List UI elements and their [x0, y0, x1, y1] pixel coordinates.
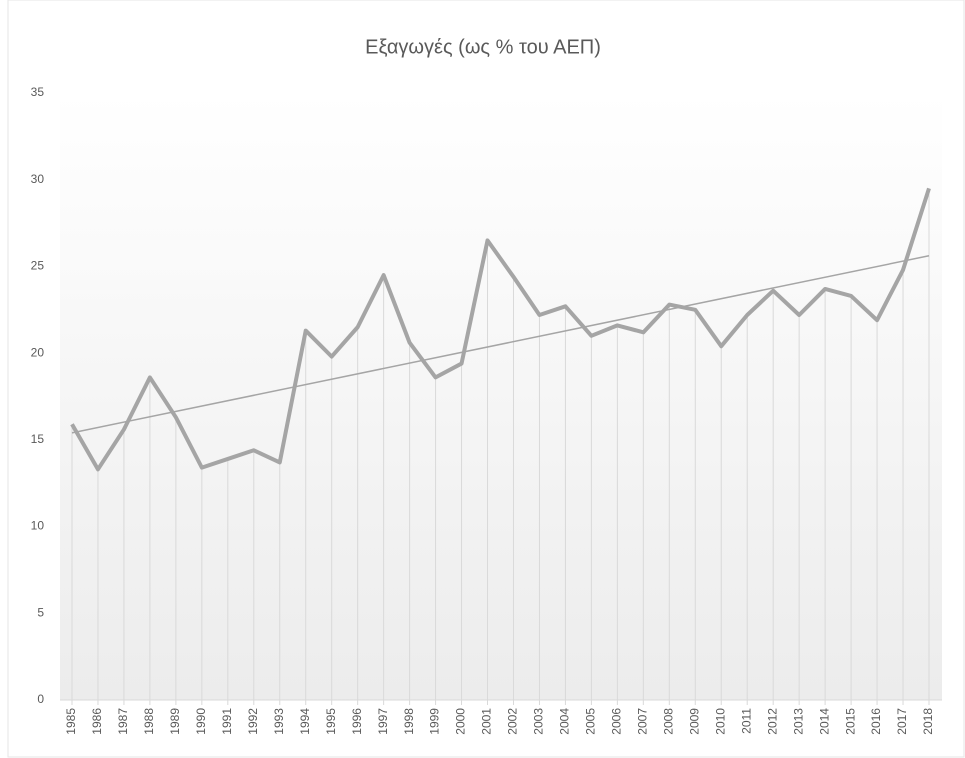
x-tick-label: 1985	[64, 708, 78, 735]
x-tick-label: 2010	[713, 708, 727, 735]
y-tick-label: 20	[31, 345, 45, 359]
x-tick-label: 2002	[506, 708, 520, 735]
x-tick-label: 1995	[324, 708, 338, 735]
x-tick-label: 1987	[116, 708, 130, 735]
x-tick-label: 2013	[791, 708, 805, 735]
plot-background	[60, 93, 942, 700]
y-tick-label: 0	[37, 692, 44, 706]
x-tick-label: 2018	[921, 708, 935, 735]
x-tick-label: 2006	[610, 708, 624, 735]
x-tick-label: 2017	[895, 708, 909, 735]
x-tick-label: 1991	[220, 708, 234, 735]
trendline	[71, 255, 930, 434]
y-tick-label: 30	[31, 172, 45, 186]
data-line	[70, 187, 931, 472]
x-tick-label: 2008	[661, 708, 675, 735]
x-tick-label: 1998	[402, 708, 416, 735]
x-tick-label: 2016	[869, 708, 883, 735]
x-tick-label: 2011	[739, 708, 753, 734]
y-tick-label: 5	[37, 605, 44, 619]
chart-title: Εξαγωγές (ως % του ΑΕΠ)	[365, 36, 601, 58]
x-tick-label: 2014	[817, 708, 831, 735]
x-tick-label: 2012	[765, 708, 779, 735]
x-tick-label: 2004	[558, 708, 572, 735]
x-tick-label: 1996	[350, 708, 364, 735]
chart-border	[7, 0, 965, 758]
y-tick-label: 35	[31, 85, 45, 99]
x-tick-label: 2007	[636, 708, 650, 735]
y-tick-label: 10	[31, 519, 45, 533]
x-tick-label: 2005	[584, 708, 598, 735]
x-tick-label: 1986	[90, 708, 104, 735]
x-tick-label: 1989	[168, 708, 182, 735]
y-tick-label: 25	[31, 259, 45, 273]
x-tick-label: 1990	[194, 708, 208, 735]
x-tick-label: 2015	[843, 708, 857, 735]
y-tick-label: 15	[31, 432, 45, 446]
x-tick-label: 1997	[376, 708, 390, 735]
x-tick-label: 2009	[687, 708, 701, 735]
x-tick-label: 2000	[454, 708, 468, 735]
x-tick-label: 1988	[142, 708, 156, 735]
x-tick-label: 1993	[272, 708, 286, 735]
x-tick-label: 1992	[246, 708, 260, 735]
x-tick-label: 2001	[480, 708, 494, 735]
x-tick-label: 1994	[298, 708, 312, 735]
x-tick-label: 1999	[428, 708, 442, 735]
x-tick-label: 2003	[532, 708, 546, 735]
